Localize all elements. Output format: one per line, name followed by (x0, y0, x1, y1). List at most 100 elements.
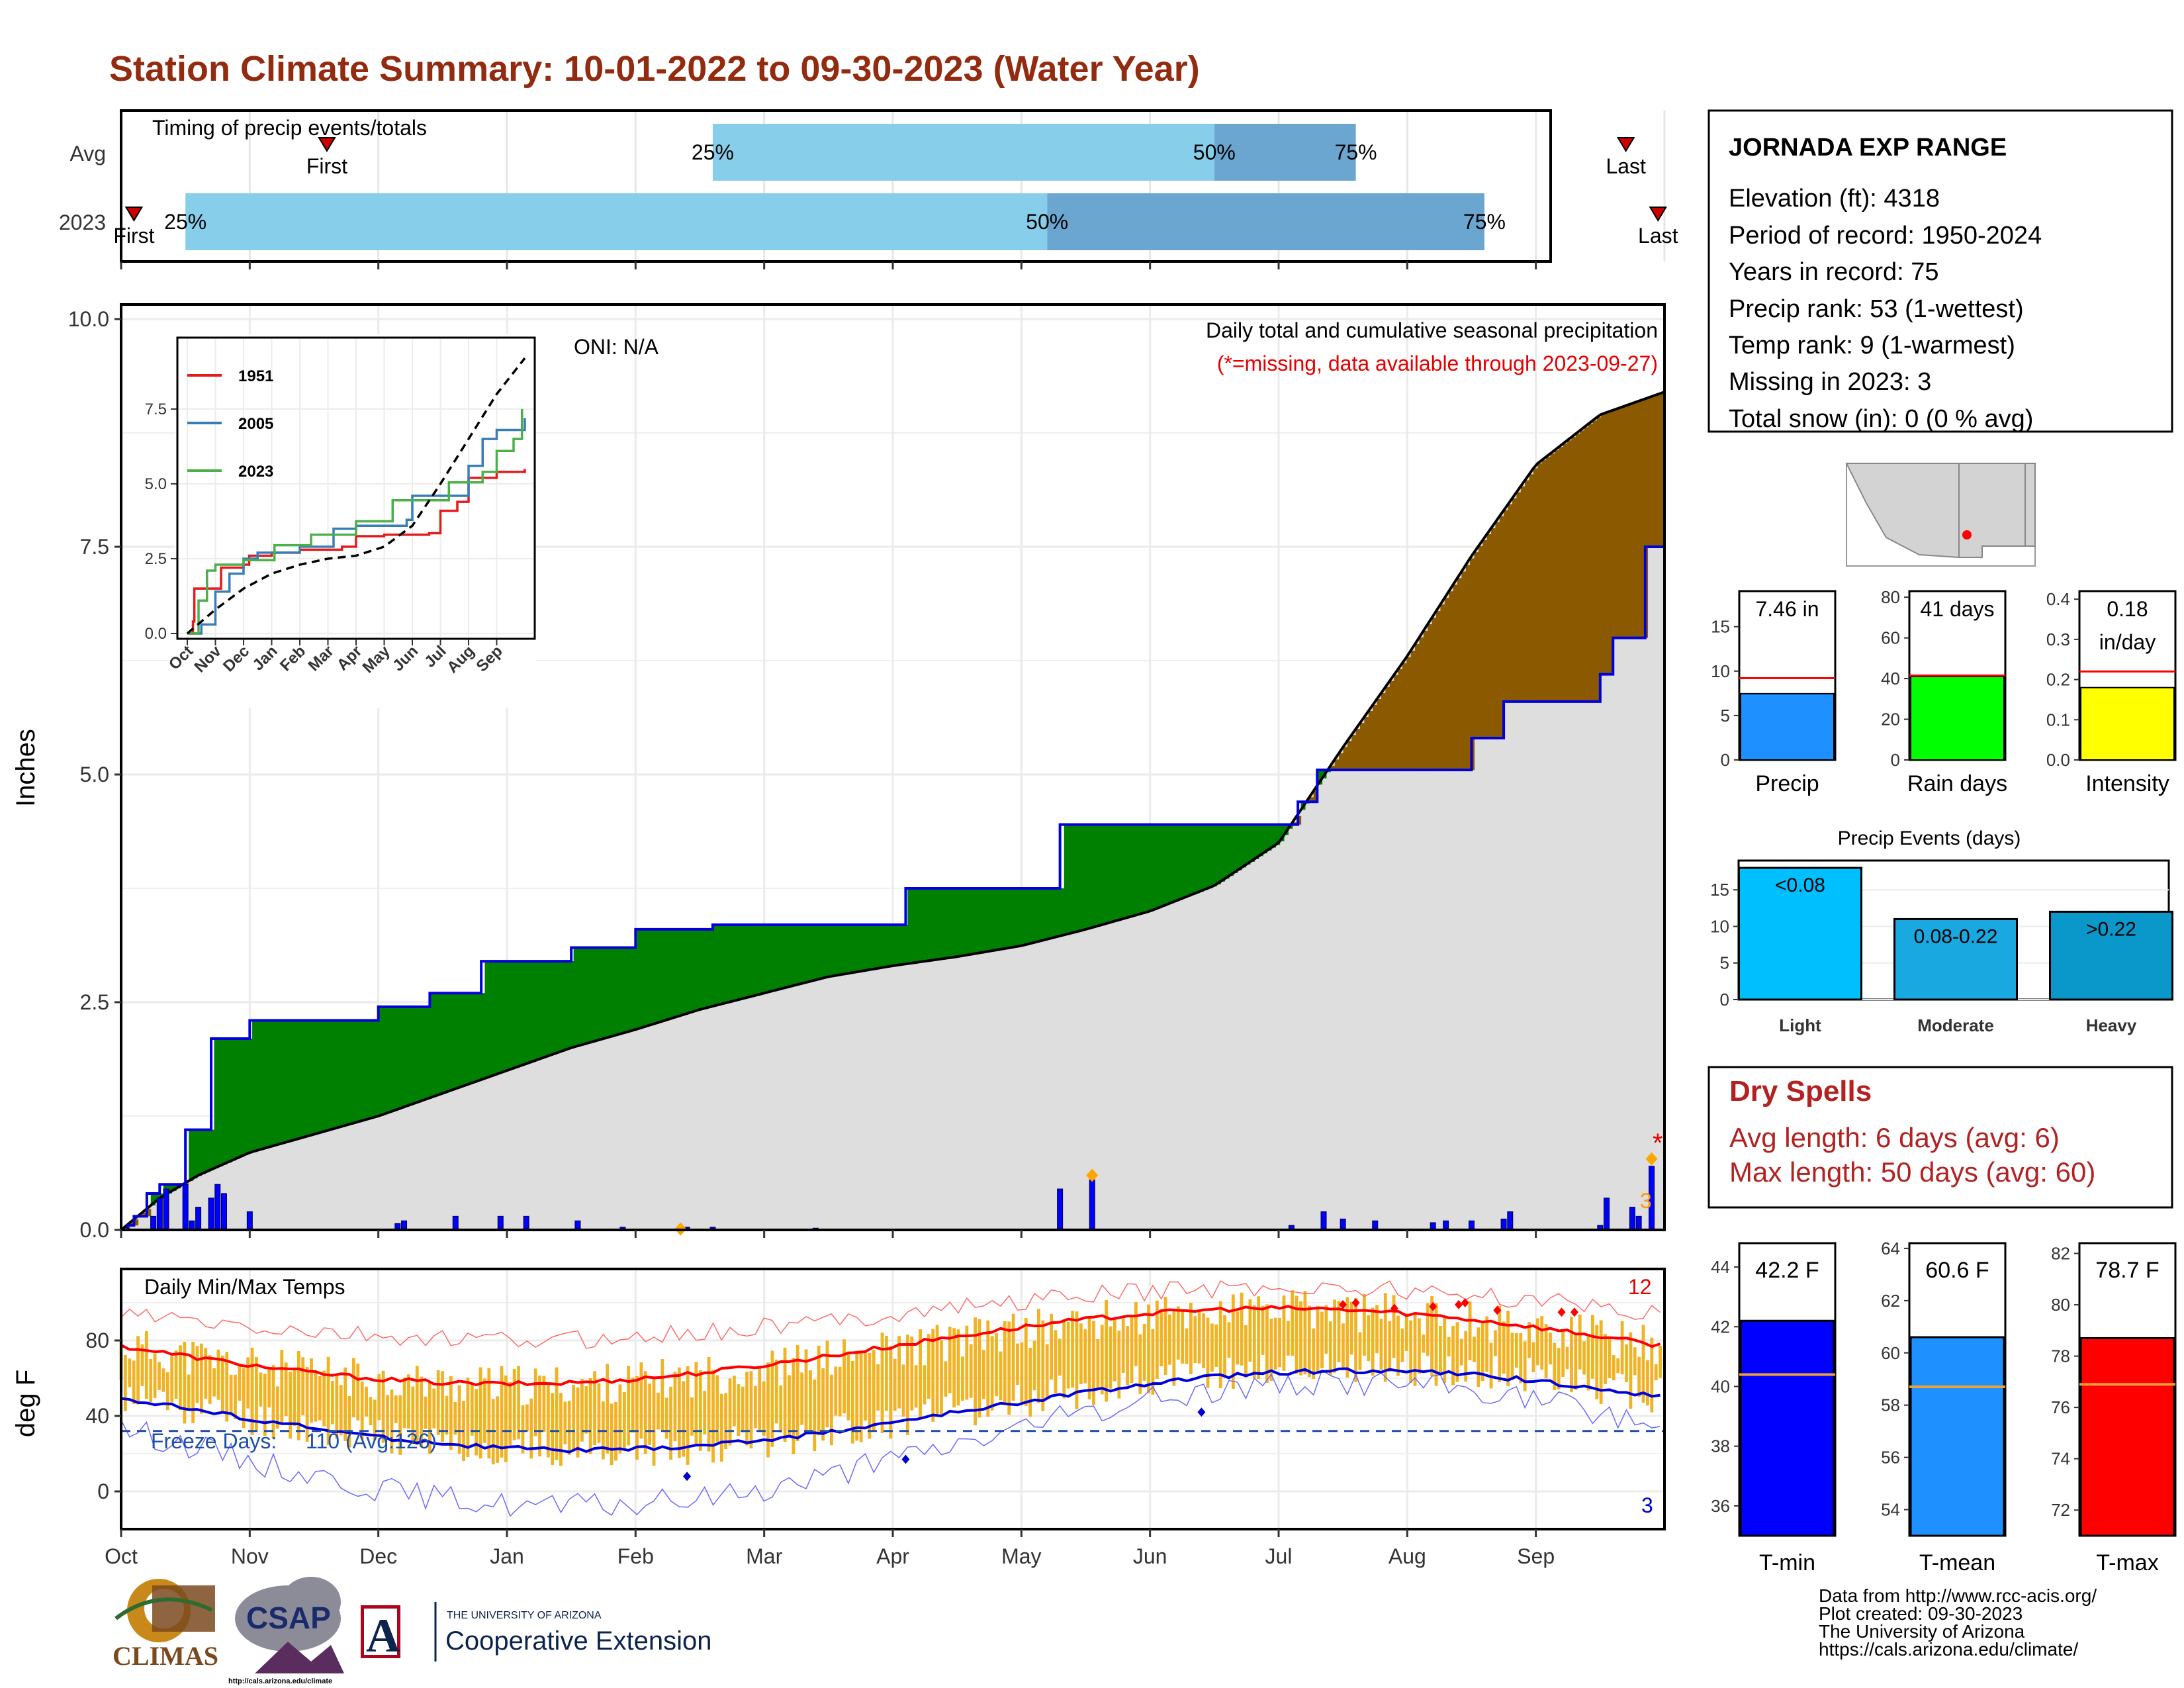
below-avg-area (1482, 540, 1488, 738)
daily-temp-bar (1181, 1310, 1185, 1364)
footer-university: The University of Arizona (1819, 1621, 2025, 1642)
above-avg-area (1111, 824, 1116, 923)
stat-bar (1910, 676, 2005, 761)
above-avg-area (916, 888, 921, 962)
timing-label: Timing of precip events/totals (152, 116, 427, 140)
daily-temp-bar (386, 1395, 389, 1437)
stat-ytick-label: 0.2 (2046, 670, 2070, 690)
above-avg-area (751, 925, 756, 997)
daily-temp-bar (999, 1351, 1003, 1401)
daily-temp-bar (686, 1366, 690, 1465)
daily-temp-bar (1506, 1310, 1510, 1387)
footer-plot-created: Plot created: 09-30-2023 (1819, 1603, 2023, 1624)
daily-temp-bar (301, 1357, 305, 1416)
daily-temp-bar (1265, 1304, 1269, 1383)
daily-temp-bar (1227, 1322, 1231, 1358)
timing-first-label: First (113, 224, 154, 248)
above-avg-area (383, 1006, 388, 1115)
above-avg-area (874, 925, 879, 969)
daily-precip-bar (1443, 1220, 1449, 1231)
inset-series-2023 (187, 408, 523, 635)
below-avg-area (1415, 643, 1420, 771)
station-years: Years in record: 75 (1729, 258, 1939, 286)
record-low-marker (683, 1472, 692, 1481)
stat-value-label: 7.46 in (1755, 597, 1819, 621)
stat-category-label: Intensity (2085, 771, 2169, 796)
csap-logo: CSAP http://cals.arizona.edu/climate (228, 1577, 344, 1685)
above-avg-area (890, 925, 895, 966)
daily-temp-bar (796, 1344, 799, 1442)
daily-temp-bar (1003, 1321, 1007, 1404)
daily-temp-bar (749, 1371, 753, 1448)
daily-temp-bar (855, 1350, 859, 1441)
above-avg-area (476, 993, 481, 1082)
above-avg-area (1034, 888, 1040, 943)
above-avg-area (311, 1020, 316, 1135)
month-label: Mar (746, 1544, 782, 1568)
above-avg-area (679, 929, 684, 1016)
daily-temp-bar (897, 1336, 901, 1409)
above-avg-area (907, 888, 913, 964)
events-category-label: Heavy (2086, 1015, 2137, 1035)
below-avg-area (1550, 453, 1555, 702)
stat-value-label: 0.18 (2107, 597, 2148, 621)
above-avg-area (734, 925, 739, 1001)
daily-temp-bar (1349, 1301, 1353, 1355)
daily-temp-bar (1438, 1325, 1442, 1373)
below-avg-area (1339, 753, 1344, 771)
daily-temp-bar (457, 1385, 461, 1454)
above-avg-area (578, 947, 583, 1047)
tstat-ytick-label: 64 (1881, 1239, 1900, 1258)
daily-temp-bar (838, 1366, 842, 1417)
month-label: Sep (1517, 1544, 1555, 1568)
daily-temp-bar (521, 1405, 525, 1454)
daily-temp-bar (813, 1379, 817, 1452)
above-avg-area (641, 929, 646, 1028)
tstat-ytick-label: 36 (1711, 1496, 1730, 1516)
above-avg-area (1051, 888, 1056, 939)
daily-temp-bar (940, 1340, 943, 1416)
inset-avg-line (186, 357, 526, 635)
above-avg-area (1258, 824, 1263, 857)
daily-temp-bar (707, 1357, 711, 1452)
daily-temp-bar (1121, 1318, 1125, 1374)
above-avg-area (1093, 824, 1099, 927)
above-avg-area (235, 1039, 240, 1159)
dry-spells-max: Max length: 50 days (avg: 60) (1729, 1156, 2095, 1188)
above-avg-area (506, 961, 511, 1071)
above-avg-area (823, 925, 828, 978)
daily-temp-bar (1273, 1317, 1277, 1370)
month-label: Oct (105, 1544, 138, 1568)
below-avg-area (1432, 618, 1437, 771)
daily-temp-bar (1134, 1301, 1138, 1366)
daily-temp-bar (538, 1375, 541, 1457)
daily-temp-bar (1007, 1321, 1011, 1415)
above-avg-area (396, 1006, 401, 1110)
daily-temp-bar (1066, 1322, 1070, 1389)
record-high-marker (1390, 1303, 1398, 1313)
timing-p75-label: 75% (1463, 210, 1506, 234)
below-avg-area (1457, 578, 1462, 771)
above-avg-area (502, 961, 507, 1073)
above-avg-area (1263, 824, 1268, 854)
above-avg-area (789, 925, 794, 987)
daily-temp-bar (572, 1384, 576, 1450)
daily-precip-bar (214, 1184, 221, 1231)
above-avg-area (1173, 824, 1179, 902)
stat-ytick-label: 80 (1881, 587, 1900, 607)
above-avg-area (662, 929, 667, 1021)
month-label: Apr (876, 1544, 909, 1568)
above-avg-area (725, 925, 731, 1004)
daily-temp-bar (1037, 1309, 1040, 1403)
daily-temp-bar (914, 1365, 918, 1408)
daily-precip-bar (246, 1211, 253, 1231)
daily-temp-bar (165, 1372, 169, 1411)
below-avg-area (1516, 492, 1522, 702)
above-avg-area (375, 1020, 380, 1117)
above-avg-area (510, 961, 515, 1070)
observed-cumulative-line (121, 545, 1664, 1231)
daily-precip-bar (1507, 1211, 1514, 1231)
above-avg-area (451, 993, 456, 1091)
tstat-ytick-label: 62 (1881, 1291, 1900, 1311)
above-avg-area (446, 993, 451, 1092)
